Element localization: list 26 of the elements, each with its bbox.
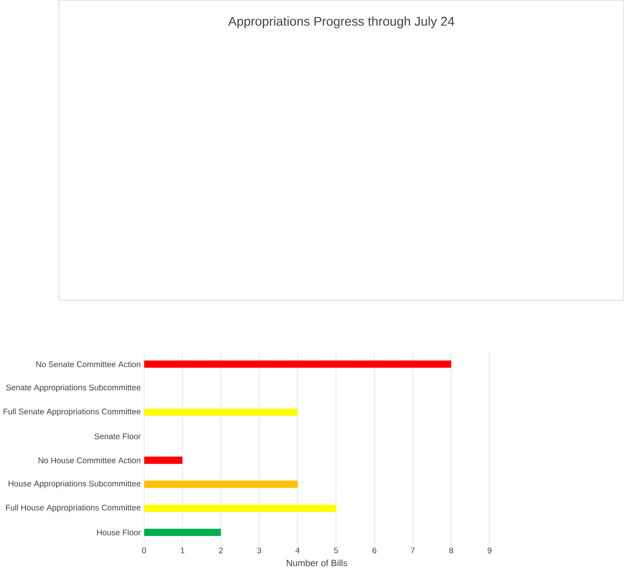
bar xyxy=(144,480,298,488)
y-tick-label: No House Committee Action xyxy=(38,457,140,464)
y-tick-label: No Senate Committee Action xyxy=(36,361,140,368)
y-tick-label: House Floor xyxy=(97,529,141,536)
x-tick-label: 6 xyxy=(372,547,376,554)
x-tick-label: 3 xyxy=(257,547,262,554)
bar xyxy=(144,456,182,464)
x-tick-label: 1 xyxy=(180,547,184,554)
bar xyxy=(144,504,336,512)
y-tick-label: Senate Appropriations Subcommittee xyxy=(6,384,141,392)
bar xyxy=(144,360,452,368)
x-axis-title: Number of Bills xyxy=(286,559,348,566)
x-tick-label: 7 xyxy=(410,547,415,554)
y-tick-label: House Appropriations Subcommittee xyxy=(8,480,141,488)
bar xyxy=(144,408,298,416)
bar xyxy=(144,528,221,536)
x-tick-label: 9 xyxy=(488,547,492,554)
y-tick-label: Senate Floor xyxy=(94,433,141,440)
x-tick-label: 4 xyxy=(296,547,300,554)
x-tick-label: 5 xyxy=(334,547,338,554)
chart-title: Appropriations Progress through July 24 xyxy=(228,16,454,28)
y-tick-label: Full House Appropriations Committee xyxy=(6,504,141,512)
x-tick-label: 0 xyxy=(142,547,146,554)
x-tick-label: 2 xyxy=(219,547,223,554)
x-tick-label: 8 xyxy=(449,547,454,554)
y-tick-label: Full Senate Appropriations Committee xyxy=(4,408,141,416)
